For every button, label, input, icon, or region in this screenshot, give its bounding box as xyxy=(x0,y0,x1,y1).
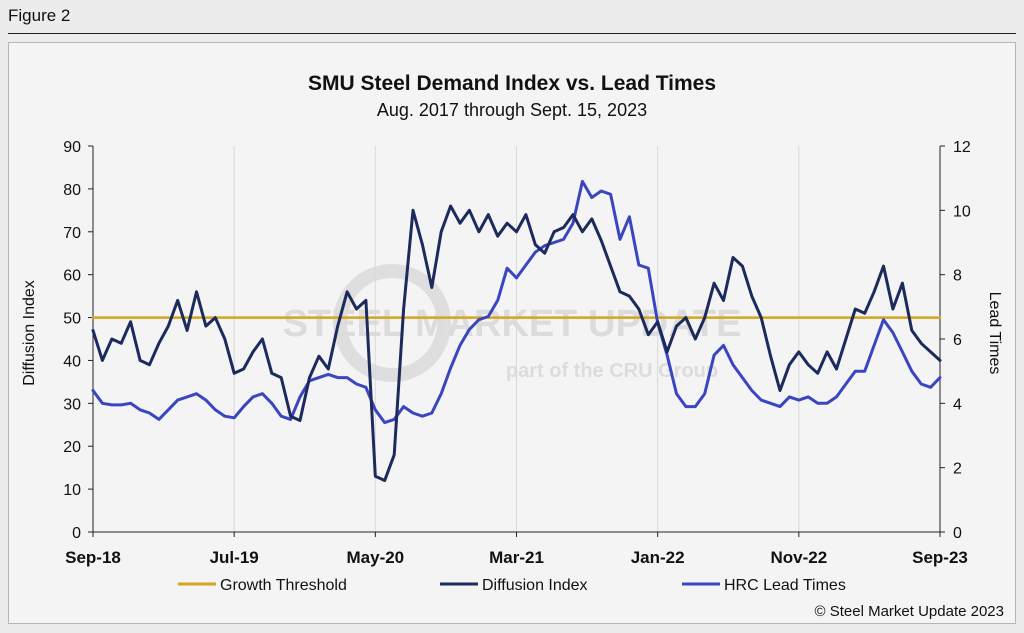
chart-subtitle: Aug. 2017 through Sept. 15, 2023 xyxy=(377,100,647,120)
left-tick-label-6: 60 xyxy=(63,268,81,285)
x-tick-label-2: May-20 xyxy=(347,548,405,567)
figure-label: Figure 2 xyxy=(8,6,71,25)
watermark-brand-line2: part of the CRU Group xyxy=(506,360,718,382)
legend-label-growth-threshold: Growth Threshold xyxy=(220,577,347,594)
x-tick-label-0: Sep-18 xyxy=(65,548,121,567)
left-tick-label-3: 30 xyxy=(63,396,81,413)
left-tick-label-1: 10 xyxy=(63,482,81,499)
x-tick-label-1: Jul-19 xyxy=(210,548,259,567)
legend-label-diffusion-index: Diffusion Index xyxy=(482,577,588,594)
right-tick-label-3: 6 xyxy=(953,332,962,349)
left-tick-label-8: 80 xyxy=(63,182,81,199)
legend: Growth Threshold Diffusion Index HRC Lea… xyxy=(178,577,846,594)
legend-label-hrc-lead-times: HRC Lead Times xyxy=(724,577,846,594)
diffusion-index-line xyxy=(91,204,942,482)
x-tick-label-6: Sep-23 xyxy=(912,548,968,567)
x-tick-label-3: Mar-21 xyxy=(489,548,544,567)
right-tick-label-5: 10 xyxy=(953,203,971,220)
left-tick-label-9: 90 xyxy=(63,139,81,156)
right-tick-label-6: 12 xyxy=(953,139,971,156)
left-tick-label-4: 40 xyxy=(63,353,81,370)
left-tick-label-5: 50 xyxy=(63,311,81,328)
figure-divider xyxy=(8,33,1016,34)
right-axis-label: Lead Times xyxy=(986,292,1003,375)
series-layer xyxy=(91,179,942,482)
hrc-lead-times-line xyxy=(91,179,942,425)
right-axis-ticks: 0 2 4 6 8 10 12 xyxy=(940,139,971,542)
left-tick-label-0: 0 xyxy=(72,525,81,542)
left-axis-label: Diffusion Index xyxy=(21,280,38,386)
left-axis-ticks: 0 10 20 30 40 50 60 70 80 90 xyxy=(63,139,93,542)
left-tick-label-7: 70 xyxy=(63,225,81,242)
copyright-note: © Steel Market Update 2023 xyxy=(815,603,1005,620)
watermark: STEEL MARKET UPDATE part of the CRU Grou… xyxy=(283,264,742,382)
watermark-brand-line1: STEEL MARKET UPDATE xyxy=(283,303,742,345)
left-tick-label-2: 20 xyxy=(63,439,81,456)
right-tick-label-2: 4 xyxy=(953,396,962,413)
x-tick-label-5: Nov-22 xyxy=(770,548,827,567)
x-axis-ticks: Sep-18 Jul-19 May-20 Mar-21 Jan-22 Nov-22 Sep-… xyxy=(65,532,968,567)
chart-title: SMU Steel Demand Index vs. Lead Times xyxy=(308,72,716,95)
right-tick-label-1: 2 xyxy=(953,461,962,478)
right-tick-label-0: 0 xyxy=(953,525,962,542)
x-tick-label-4: Jan-22 xyxy=(631,548,685,567)
right-tick-label-4: 8 xyxy=(953,268,962,285)
